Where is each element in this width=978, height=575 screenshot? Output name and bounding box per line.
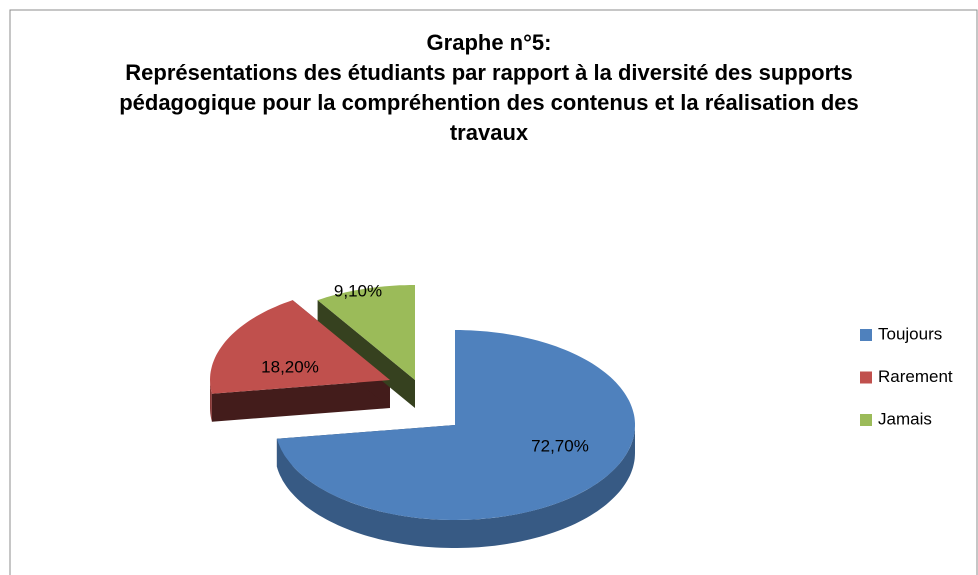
slice: [210, 300, 390, 394]
data-label: 18,20%: [261, 357, 319, 376]
slice: [276, 330, 635, 520]
legend-swatch: [860, 329, 872, 341]
legend-swatch: [860, 371, 872, 384]
legend-label: Toujours: [878, 324, 942, 343]
slice-side: [210, 380, 212, 422]
legend-label: Rarement: [878, 367, 953, 386]
legend-label: Jamais: [878, 409, 932, 428]
chart-title: Graphe n°5:: [426, 30, 552, 55]
title-block: Graphe n°5: Représentations des étudiant…: [109, 28, 869, 148]
slice-side: [276, 425, 635, 548]
slice-wall: [211, 380, 390, 422]
data-label: 9,10%: [334, 281, 382, 300]
legend-swatch: [860, 414, 872, 426]
slice: [317, 285, 415, 380]
data-label: 72,70%: [531, 436, 589, 455]
chart-subtitle: Représentations des étudiants par rappor…: [119, 60, 859, 145]
chart-border: [9, 9, 978, 575]
slice-wall: [317, 300, 415, 408]
